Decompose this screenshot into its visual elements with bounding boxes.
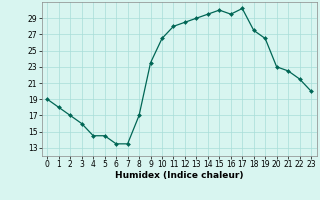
X-axis label: Humidex (Indice chaleur): Humidex (Indice chaleur) <box>115 171 244 180</box>
